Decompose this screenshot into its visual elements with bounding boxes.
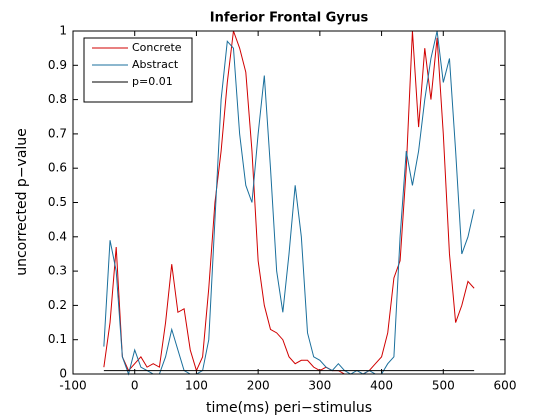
y-tick-label: 0.4 [48, 229, 67, 243]
y-tick-label: 0.2 [48, 298, 67, 312]
x-tick-label: 400 [370, 379, 393, 393]
chart-title: Inferior Frontal Gyrus [210, 11, 369, 26]
y-tick-label: 0.1 [48, 332, 67, 346]
x-tick-label: 300 [308, 379, 331, 393]
axes-box [72, 30, 506, 375]
x-axis-label: time(ms) peri−stimulus [206, 400, 372, 416]
y-axis-label: uncorrected p−value [14, 128, 30, 276]
x-tick-label: 500 [432, 379, 455, 393]
legend-label: Concrete [132, 41, 182, 54]
series-line [103, 30, 475, 376]
y-tick-label: 0.5 [48, 195, 67, 209]
y-tick-label: 0.8 [48, 92, 67, 106]
y-tick-label: 0.7 [48, 126, 67, 140]
y-tick-label: 1 [59, 24, 67, 38]
x-tick-label: 100 [185, 379, 208, 393]
x-tick-label: 0 [131, 379, 139, 393]
x-tick-label: -100 [59, 379, 86, 393]
legend-box [83, 37, 193, 103]
y-tick-label: 0.3 [48, 264, 67, 278]
legend-label: Abstract [132, 58, 179, 71]
y-tick-label: 0 [59, 367, 67, 381]
x-tick-label: 600 [494, 379, 517, 393]
legend-label: p=0.01 [132, 75, 173, 88]
y-tick-label: 0.9 [48, 58, 67, 72]
y-tick-label: 0.6 [48, 161, 67, 175]
x-tick-label: 200 [247, 379, 270, 393]
